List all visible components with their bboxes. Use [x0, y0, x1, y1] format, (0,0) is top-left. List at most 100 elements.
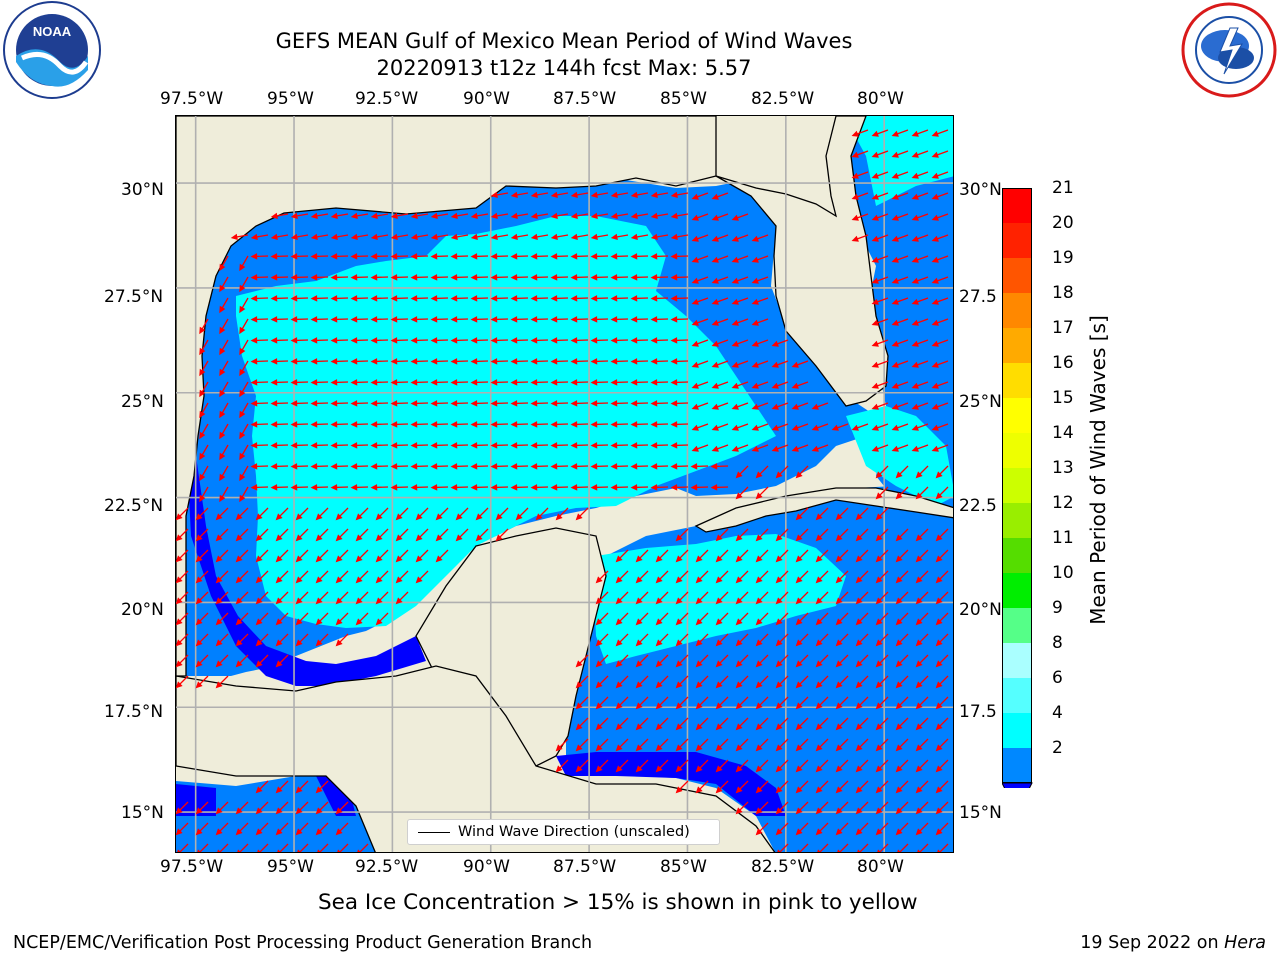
wave-direction-arrowhead: [176, 597, 183, 605]
wave-direction-arrowhead: [630, 484, 638, 491]
wave-direction-arrowhead: [350, 400, 358, 407]
wave-direction-arrowhead: [575, 723, 583, 731]
wave-direction-arrowhead: [675, 723, 683, 731]
wave-direction-arrowhead: [290, 442, 298, 449]
wave-direction-arrowhead: [199, 368, 206, 377]
wave-direction-arrowhead: [755, 534, 763, 542]
wave-direction-arrowhead: [590, 379, 598, 386]
wave-direction-arrowhead: [891, 424, 899, 431]
wave-direction-arrowhead: [510, 316, 518, 323]
wave-direction-arrowhead: [355, 576, 363, 584]
lon-tick: 97.5°W: [160, 89, 224, 109]
wave-direction-arrowhead: [735, 744, 743, 752]
wave-direction-arrowhead: [711, 214, 719, 221]
wave-direction-arrowhead: [655, 723, 663, 731]
wave-direction-arrowhead: [570, 463, 578, 470]
wave-direction-arrowhead: [470, 274, 478, 281]
wave-direction-arrowhead: [751, 319, 759, 326]
wave-direction-arrowhead: [530, 191, 538, 199]
wave-direction-arrowhead: [915, 534, 923, 542]
wave-direction-arrowhead: [390, 337, 398, 344]
lon-tick: 82.5°W: [751, 89, 815, 109]
wave-direction-arrowhead: [817, 849, 821, 852]
wave-direction-arrowhead: [731, 277, 739, 284]
wave-direction-arrowhead: [797, 849, 801, 852]
wave-direction-arrowhead: [675, 555, 683, 563]
wave-direction-arrowhead: [510, 484, 518, 491]
wave-direction-arrowhead: [655, 618, 663, 626]
wave-direction-arrowhead: [895, 471, 903, 479]
wave-direction-arrowhead: [390, 379, 398, 386]
wave-direction-arrowhead: [310, 274, 318, 281]
wave-direction-arrowhead: [235, 597, 243, 605]
wave-direction-arrowhead: [350, 379, 358, 386]
bahamas-water-4-6s: [846, 406, 953, 506]
wave-direction-arrowhead: [310, 463, 318, 470]
wave-direction-arrowhead: [395, 555, 403, 563]
wave-direction-arrowhead: [755, 492, 763, 500]
wave-direction-arrowhead: [270, 379, 278, 386]
wave-direction-arrowhead: [735, 660, 743, 668]
wave-direction-arrowhead: [570, 358, 578, 365]
wave-direction-arrowhead: [635, 681, 643, 689]
wave-direction-arrowhead: [430, 400, 438, 407]
wave-direction-arrowhead: [337, 849, 341, 852]
wave-direction-arrowhead: [270, 421, 278, 428]
wave-direction-arrowhead: [530, 337, 538, 344]
wave-direction-arrowhead: [635, 765, 643, 773]
wave-direction-arrowhead: [350, 442, 358, 449]
wave-direction-arrowhead: [295, 513, 303, 521]
wave-direction-arrowhead: [691, 256, 699, 263]
wave-direction-arrowhead: [315, 597, 323, 605]
wave-direction-arrowhead: [915, 618, 923, 626]
wave-direction-arrowhead: [330, 442, 338, 449]
wave-direction-arrowhead: [176, 555, 183, 563]
wave-direction-arrowhead: [510, 379, 518, 386]
wave-direction-arrowhead: [555, 765, 563, 773]
wave-direction-arrowhead: [851, 424, 859, 431]
wave-direction-arrowhead: [570, 484, 578, 491]
wave-direction-arrowhead: [871, 277, 879, 284]
wave-direction-arrowhead: [915, 576, 923, 584]
wave-direction-arrowhead: [895, 807, 903, 815]
wave-direction-arrowhead: [670, 337, 678, 344]
wave-direction-arrowhead: [335, 576, 343, 584]
wave-direction-arrowhead: [630, 212, 638, 220]
wave-direction-arrowhead: [410, 421, 418, 428]
wave-direction-arrowhead: [235, 807, 243, 815]
wave-direction-arrowhead: [270, 316, 278, 323]
wave-direction-arrowhead: [851, 130, 859, 137]
chart-subtitle: 20220913 t12z 144h fcst Max: 5.57: [376, 56, 752, 80]
wave-direction-arrowhead: [831, 424, 839, 431]
wave-direction-arrowhead: [835, 660, 843, 668]
wave-direction-arrowhead: [795, 723, 803, 731]
wave-direction-arrowhead: [690, 463, 698, 470]
wave-direction-arrowhead: [615, 618, 623, 626]
wave-direction-arrowhead: [239, 431, 246, 440]
wave-direction-arrowhead: [771, 382, 779, 389]
wave-direction-arrowhead: [350, 463, 358, 470]
wave-direction-arrowhead: [219, 473, 226, 482]
wave-direction-arrowhead: [731, 340, 739, 347]
wave-direction-arrowhead: [795, 534, 803, 542]
wave-direction-arrowhead: [895, 765, 903, 773]
lat-tick: 22.5: [959, 496, 997, 516]
wave-direction-arrowhead: [670, 400, 678, 407]
wave-direction-arrowhead: [710, 463, 718, 470]
wave-direction-arrowhead: [871, 403, 879, 410]
wave-direction-arrowhead: [655, 576, 663, 584]
wave-direction-arrowhead: [315, 534, 323, 542]
wave-direction-arrowhead: [771, 403, 779, 410]
wave-direction-arrowhead: [610, 191, 618, 199]
wave-direction-arrowhead: [310, 316, 318, 323]
wave-direction-arrowhead: [891, 151, 899, 158]
wave-direction-arrowhead: [215, 576, 223, 584]
wave-direction-arrowhead: [239, 410, 246, 419]
wave-direction-arrowhead: [915, 723, 923, 731]
wave-direction-arrowhead: [670, 421, 678, 428]
wave-direction-arrowhead: [470, 253, 478, 260]
wave-direction-arrowhead: [176, 576, 183, 584]
wave-direction-arrowhead: [430, 337, 438, 344]
wave-direction-arrowhead: [891, 256, 899, 263]
wave-direction-arrowhead: [490, 463, 498, 470]
